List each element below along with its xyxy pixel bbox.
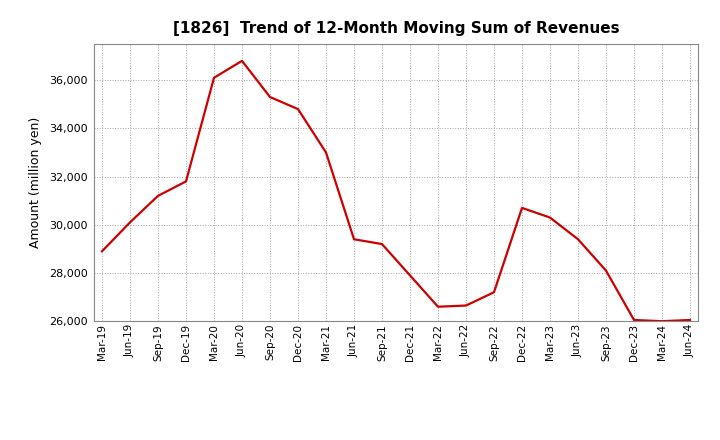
Title: [1826]  Trend of 12-Month Moving Sum of Revenues: [1826] Trend of 12-Month Moving Sum of R…: [173, 21, 619, 36]
Y-axis label: Amount (million yen): Amount (million yen): [30, 117, 42, 248]
